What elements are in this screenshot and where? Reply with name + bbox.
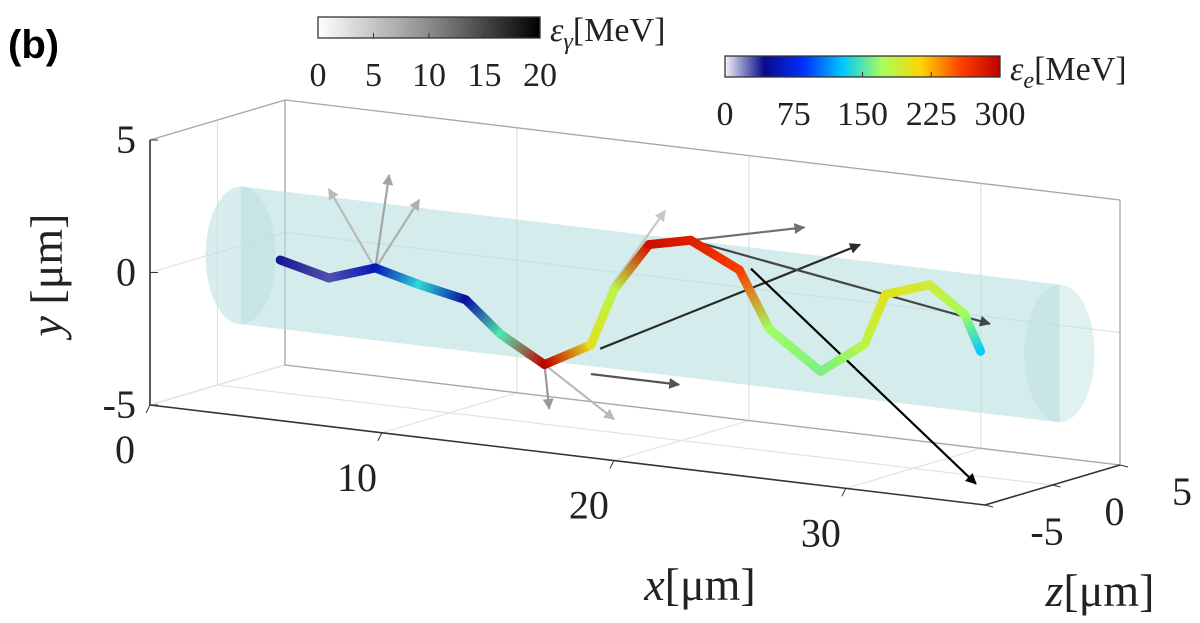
x-tick <box>377 432 383 442</box>
trajectory-segment <box>414 280 471 305</box>
z-tick-label: -5 <box>1030 509 1063 554</box>
photon-arrow <box>690 239 991 327</box>
x-tick-label: 20 <box>569 483 609 528</box>
trajectory-segment <box>586 284 619 350</box>
panel-label: (b) <box>8 23 59 67</box>
trajectory-segment <box>816 339 870 376</box>
y-axis-label: y [μm] <box>21 213 72 340</box>
photon-arrow <box>690 223 806 242</box>
x-tick <box>145 404 151 414</box>
photon-arrow <box>374 173 394 269</box>
colorbar-label: εe[MeV] <box>1010 51 1127 94</box>
colorbar-label-subscript: e <box>1023 68 1034 94</box>
trajectory-segment <box>686 235 744 275</box>
trajectory-segment <box>324 263 380 283</box>
z-axis-label-unit: [μm] <box>1063 565 1154 616</box>
cylinder-cap <box>1024 284 1095 423</box>
trajectory-segment <box>370 263 424 290</box>
colorbar-label-subscript: γ <box>563 29 573 55</box>
box-edge <box>284 99 1121 201</box>
box-edge <box>149 99 286 141</box>
x-tick-label: 0 <box>115 427 135 472</box>
photon-arrow <box>608 209 667 290</box>
trajectory-segment <box>734 265 775 334</box>
colorbar-label: εγ[MeV] <box>550 12 665 55</box>
x-axis-label-unit: [μm] <box>665 559 756 610</box>
x-axis <box>149 404 986 506</box>
colorbar-tick-label: 15 <box>468 57 502 94</box>
photon-arrow <box>327 188 377 270</box>
y-tick-label: -5 <box>103 382 136 427</box>
trajectory-segment <box>925 280 969 319</box>
z-tick <box>1119 464 1129 468</box>
trajectory-segment <box>959 309 986 356</box>
grid-line <box>217 384 1053 486</box>
colorbar-tick-label: 5 <box>365 57 382 94</box>
z-tick <box>984 504 994 508</box>
x-axis-label: x[μm] <box>643 559 756 610</box>
z-axis-label: z[μm] <box>1045 565 1155 616</box>
y-tick-label: 5 <box>116 117 136 162</box>
cylinder-body <box>240 186 1060 423</box>
photon-arrow <box>374 198 421 270</box>
colorbar-tick-label: 0 <box>717 96 734 133</box>
z-tick-label: 0 <box>1105 489 1125 534</box>
colorbar-tick-label: 150 <box>837 96 888 133</box>
trajectory-segment <box>461 295 505 339</box>
trajectory-segment <box>275 255 334 283</box>
trajectory-segment <box>609 240 654 294</box>
z-axis-label-symbol: z <box>1045 565 1064 616</box>
colorbar-label-symbol: ε <box>550 12 564 49</box>
x-tick-label: 10 <box>337 455 377 500</box>
y-axis-label-unit: [μm] <box>21 213 72 316</box>
y-axis-label-symbol: y <box>21 316 72 341</box>
photon-arrow <box>750 267 977 485</box>
x-tick <box>841 488 847 497</box>
colorbar-label-unit: [MeV] <box>573 12 666 49</box>
colorbar-tick-label: 225 <box>906 96 957 133</box>
y-tick-label: 0 <box>116 250 136 295</box>
x-tick-label: 30 <box>801 510 841 555</box>
x-axis-label-symbol: x <box>643 559 665 610</box>
colorbar-tick-label: 75 <box>777 96 811 133</box>
trajectory-segment <box>765 324 826 376</box>
trajectory-segment <box>644 235 696 250</box>
trajectory-segment <box>881 280 935 299</box>
x-tick <box>609 460 615 469</box>
photon-arrow <box>590 372 681 389</box>
colorbar-label-symbol: ε <box>1010 51 1024 88</box>
z-tick <box>1052 484 1061 488</box>
trajectory-segment <box>540 340 596 370</box>
colorbar-tick-label: 300 <box>975 96 1026 133</box>
trajectory-segment <box>860 289 890 349</box>
box-edge <box>284 364 1121 466</box>
colorbar-tick-label: 10 <box>412 57 446 94</box>
photon-arrow <box>543 363 615 421</box>
z-tick-label: 5 <box>1172 469 1192 514</box>
photon-arrow <box>542 364 554 410</box>
colorbar-label-unit: [MeV] <box>1034 51 1127 88</box>
colorbar-tick-label: 0 <box>310 57 327 94</box>
colorbar-tick-label: 20 <box>523 57 557 94</box>
trajectory-segment <box>495 329 550 370</box>
photon-arrow <box>599 243 862 350</box>
